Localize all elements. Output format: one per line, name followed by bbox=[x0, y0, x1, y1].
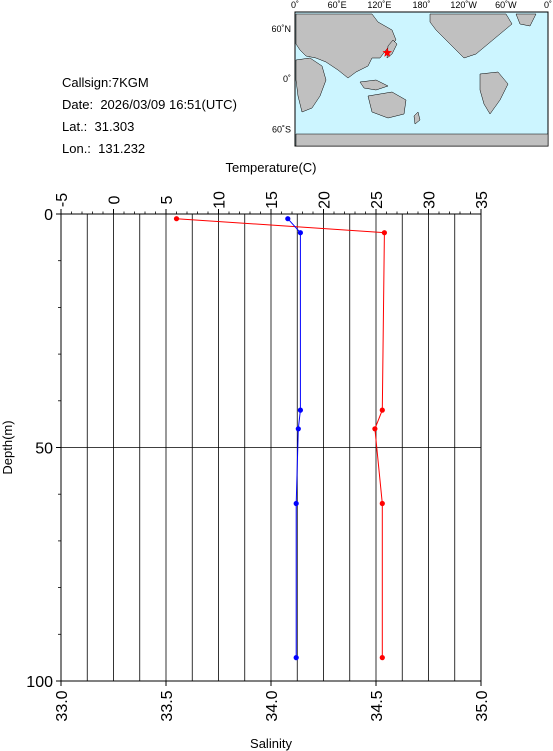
salinity-data-point bbox=[293, 655, 299, 661]
land-greenland bbox=[515, 13, 537, 27]
temperature-axis-title: Temperature(C) bbox=[225, 160, 316, 175]
salinity-data-point bbox=[293, 500, 299, 507]
land-africa bbox=[295, 57, 327, 113]
map-lat-tick-label: 60˚N bbox=[271, 24, 291, 34]
salinity-tick-label: 33.0 bbox=[54, 690, 71, 721]
temperature-data-point bbox=[379, 500, 385, 507]
temperature-tick-label: 30 bbox=[422, 191, 439, 209]
date-line: Date: 2026/03/09 16:51(UTC) bbox=[62, 94, 237, 116]
salinity-profile-line bbox=[287, 218, 301, 658]
salinity-data-point bbox=[285, 216, 291, 222]
depth-tick-label: 0 bbox=[44, 207, 53, 224]
series-layer bbox=[173, 216, 387, 661]
lon-line: Lon.: 131.232 bbox=[62, 138, 237, 160]
temperature-tick-label: -5 bbox=[54, 193, 71, 207]
land-australia bbox=[367, 91, 407, 119]
temperature-data-point bbox=[379, 655, 385, 661]
temperature-tick-label: 10 bbox=[212, 191, 229, 209]
land-eurasia bbox=[295, 13, 397, 79]
land-antarctica bbox=[295, 133, 549, 147]
temperature-tick-label: 20 bbox=[317, 191, 334, 209]
temperature-profile-line bbox=[176, 218, 385, 658]
map-lon-tick-label: 60˚W bbox=[495, 0, 517, 10]
land-japan bbox=[386, 39, 398, 59]
salinity-axis-title: Salinity bbox=[250, 736, 292, 751]
temperature-data-point bbox=[173, 216, 180, 222]
map-lat-tick-label: 0˚ bbox=[283, 74, 291, 84]
temperature-tick-label: 35 bbox=[474, 191, 491, 209]
date-label: Date: bbox=[62, 97, 94, 112]
salinity-tick-label: 33.5 bbox=[159, 690, 176, 721]
map-lat-tick-label: 60˚S bbox=[272, 124, 291, 134]
station-info: Callsign:7KGM Date: 2026/03/09 16:51(UTC… bbox=[62, 72, 237, 160]
salinity-data-point bbox=[295, 426, 301, 432]
map-lon-tick-label: 0˚ bbox=[544, 0, 552, 10]
salinity-tick-label: 34.0 bbox=[264, 690, 281, 721]
map-lon-tick-label: 120˚W bbox=[450, 0, 477, 10]
depth-tick-label: 50 bbox=[35, 441, 53, 458]
lat-value: 31.303 bbox=[94, 119, 135, 134]
temperature-data-point bbox=[372, 426, 378, 432]
callsign-line: Callsign:7KGM bbox=[62, 72, 237, 94]
temperature-tick-label: 5 bbox=[159, 195, 176, 204]
temperature-tick-label: 25 bbox=[369, 191, 386, 209]
station-marker-icon bbox=[382, 47, 392, 57]
map-lon-tick-label: 0˚ bbox=[291, 0, 299, 10]
land-south-america bbox=[479, 71, 509, 115]
callsign-value: 7KGM bbox=[111, 75, 149, 90]
map-lon-tick-label: 60˚E bbox=[328, 0, 347, 10]
profile-chart: Temperature(C) -5 0 5 10 15 20 25 30 35 33.0 33.5… bbox=[0, 160, 491, 751]
location-map: 0˚ 60˚E 120˚E 180˚ 120˚W 60˚W 0˚ 60˚N 0˚ 60˚S bbox=[271, 0, 552, 147]
temperature-tick-label: 15 bbox=[264, 191, 281, 209]
salinity-tick-labels: 33.0 33.5 34.0 34.5 35.0 bbox=[54, 681, 491, 722]
temperature-data-point bbox=[379, 407, 385, 413]
salinity-tick-label: 34.5 bbox=[369, 690, 386, 721]
lon-value: 131.232 bbox=[98, 141, 146, 156]
lat-line: Lat.: 31.303 bbox=[62, 116, 237, 138]
temperature-data-point bbox=[381, 230, 387, 236]
temperature-tick-label: 0 bbox=[107, 195, 124, 204]
date-value: 2026/03/09 16:51(UTC) bbox=[100, 97, 237, 112]
depth-axis-title: Depth(m) bbox=[0, 420, 15, 474]
salinity-data-point bbox=[297, 230, 303, 236]
temperature-tick-labels: -5 0 5 10 15 20 25 30 35 bbox=[54, 191, 491, 214]
map-land bbox=[295, 13, 549, 147]
land-indonesia bbox=[359, 79, 389, 91]
map-lon-tick-label: 180˚ bbox=[412, 0, 430, 10]
salinity-data-point bbox=[297, 407, 303, 413]
land-north-america bbox=[429, 13, 513, 59]
land-new-zealand bbox=[413, 111, 421, 125]
map-lon-tick-label: 120˚E bbox=[367, 0, 391, 10]
lat-label: Lat.: bbox=[62, 119, 88, 134]
salinity-tick-label: 35.0 bbox=[474, 690, 491, 721]
depth-tick-labels: 0 50 100 bbox=[26, 207, 61, 691]
callsign-label: Callsign: bbox=[62, 75, 112, 90]
lon-label: Lon.: bbox=[62, 141, 91, 156]
depth-tick-label: 100 bbox=[26, 674, 53, 691]
